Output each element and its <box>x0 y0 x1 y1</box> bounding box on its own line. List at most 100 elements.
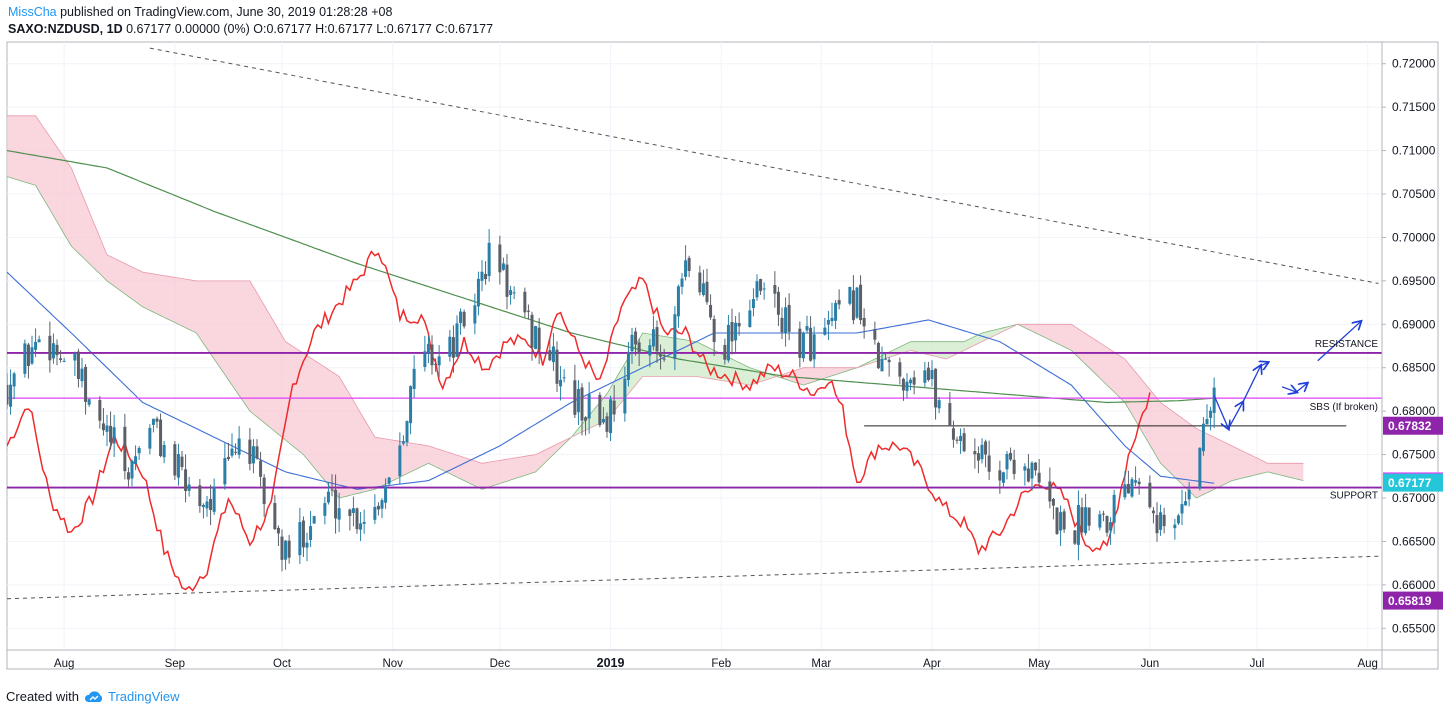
candle-body <box>226 456 230 460</box>
candle-body <box>223 458 227 485</box>
candle-body <box>398 445 402 477</box>
y-tick-label: 0.71000 <box>1392 144 1436 158</box>
candle-body <box>12 373 16 387</box>
candle-body <box>730 322 734 342</box>
candle-body <box>130 460 134 479</box>
y-tick-label: 0.65500 <box>1392 621 1436 635</box>
annotation-resistance: RESISTANCE <box>1315 339 1378 350</box>
candle-body <box>259 460 263 477</box>
ichimoku-cloud <box>7 115 1304 499</box>
candle-body <box>251 446 255 464</box>
y-tick-label: 0.68000 <box>1392 404 1436 418</box>
candle-body <box>534 325 538 349</box>
price-label-text: 0.65819 <box>1388 594 1432 608</box>
candle-body <box>184 469 188 491</box>
candle-body <box>284 540 288 560</box>
x-tick-label: 2019 <box>597 656 625 670</box>
candle-body <box>905 381 909 391</box>
candle-body <box>62 360 66 362</box>
candle-body <box>262 477 266 505</box>
candle-body <box>476 278 480 307</box>
candle-body <box>87 399 91 405</box>
candle-body <box>737 323 741 327</box>
projection-arrows <box>1213 322 1361 429</box>
candle-body <box>798 328 802 358</box>
x-tick-label: Aug <box>54 658 74 670</box>
candle-body <box>880 358 884 372</box>
candle-body <box>1109 522 1113 531</box>
candle-body <box>787 304 791 332</box>
candle-body <box>637 342 641 353</box>
candle-body <box>1180 504 1184 514</box>
candle-body <box>930 369 934 380</box>
candle-body <box>973 451 977 455</box>
candle-body <box>459 311 463 324</box>
x-tick-label: May <box>1028 658 1050 670</box>
candle-body <box>151 418 155 425</box>
candle-body <box>780 317 784 333</box>
candle-body <box>326 491 330 503</box>
candle-body <box>984 441 988 455</box>
candle-body <box>648 345 652 356</box>
candle-body <box>823 327 827 335</box>
candles <box>7 229 1216 572</box>
candle-body <box>605 416 609 432</box>
candle-body <box>276 527 280 534</box>
candle-body <box>684 260 688 277</box>
plot-area[interactable] <box>6 47 1383 600</box>
y-tick-label: 0.67500 <box>1392 448 1436 462</box>
candle-body <box>423 351 427 367</box>
candle-body <box>387 477 391 484</box>
candle-body <box>498 244 502 273</box>
candle-body <box>123 426 127 472</box>
x-tick-label: Mar <box>811 658 831 670</box>
candle-body <box>473 305 477 324</box>
candle-body <box>201 504 205 508</box>
candle-body <box>884 358 888 360</box>
candle-body <box>101 423 105 431</box>
candle-body <box>505 264 509 297</box>
candle-body <box>23 343 27 374</box>
level-annotations: RESISTANCE SBS (If broken) SUPPORT <box>1310 339 1379 502</box>
candle-body <box>562 377 566 379</box>
candle-body <box>548 350 552 361</box>
candle-body <box>726 324 730 361</box>
candle-body <box>676 286 680 317</box>
candle-body <box>198 485 202 507</box>
candle-body <box>626 351 630 380</box>
candle-body <box>1009 452 1013 460</box>
symbol-label: SAXO:NZDUSD, 1D <box>8 22 123 36</box>
projection-arrow <box>1227 402 1242 429</box>
time-axis[interactable]: Aug Sep Oct Nov Dec 2019 Feb Mar Apr May Jun Jul Aug <box>54 656 1378 670</box>
candle-body <box>987 455 991 472</box>
candle-body <box>698 272 702 293</box>
candle-body <box>434 363 438 365</box>
candle-body <box>26 344 30 367</box>
candle-body <box>830 317 834 322</box>
red-lagging-line <box>7 250 1151 592</box>
candle-body <box>1012 459 1016 474</box>
x-tick-label: Oct <box>273 658 292 670</box>
trendline-upper-dashed <box>149 47 1379 284</box>
candle-body <box>1062 511 1066 530</box>
ohlc-values: 0.67177 0.00000 (0%) O:0.67177 H:0.67177… <box>126 22 494 36</box>
candle-body <box>437 356 441 366</box>
candle-body <box>1005 453 1009 470</box>
tradingview-link[interactable]: TradingView <box>83 689 180 704</box>
candle-body <box>712 319 716 343</box>
candle-body <box>312 516 316 524</box>
candle-body <box>701 283 705 295</box>
x-tick-label: Dec <box>490 658 511 670</box>
y-tick-label: 0.69000 <box>1392 317 1436 331</box>
candle-body <box>1098 514 1102 528</box>
candle-body <box>1151 510 1155 514</box>
projection-arrow <box>1317 322 1361 362</box>
author-name[interactable]: MissCha <box>8 5 57 19</box>
candle-body <box>30 347 34 364</box>
annotation-sbs: SBS (If broken) <box>1310 402 1378 413</box>
price-axis[interactable]: 0.72000 0.71500 0.71000 0.70500 0.70000 0.695… <box>1382 57 1436 636</box>
candle-body <box>948 403 952 426</box>
candle-body <box>1087 507 1091 526</box>
candle-body <box>1080 507 1084 533</box>
